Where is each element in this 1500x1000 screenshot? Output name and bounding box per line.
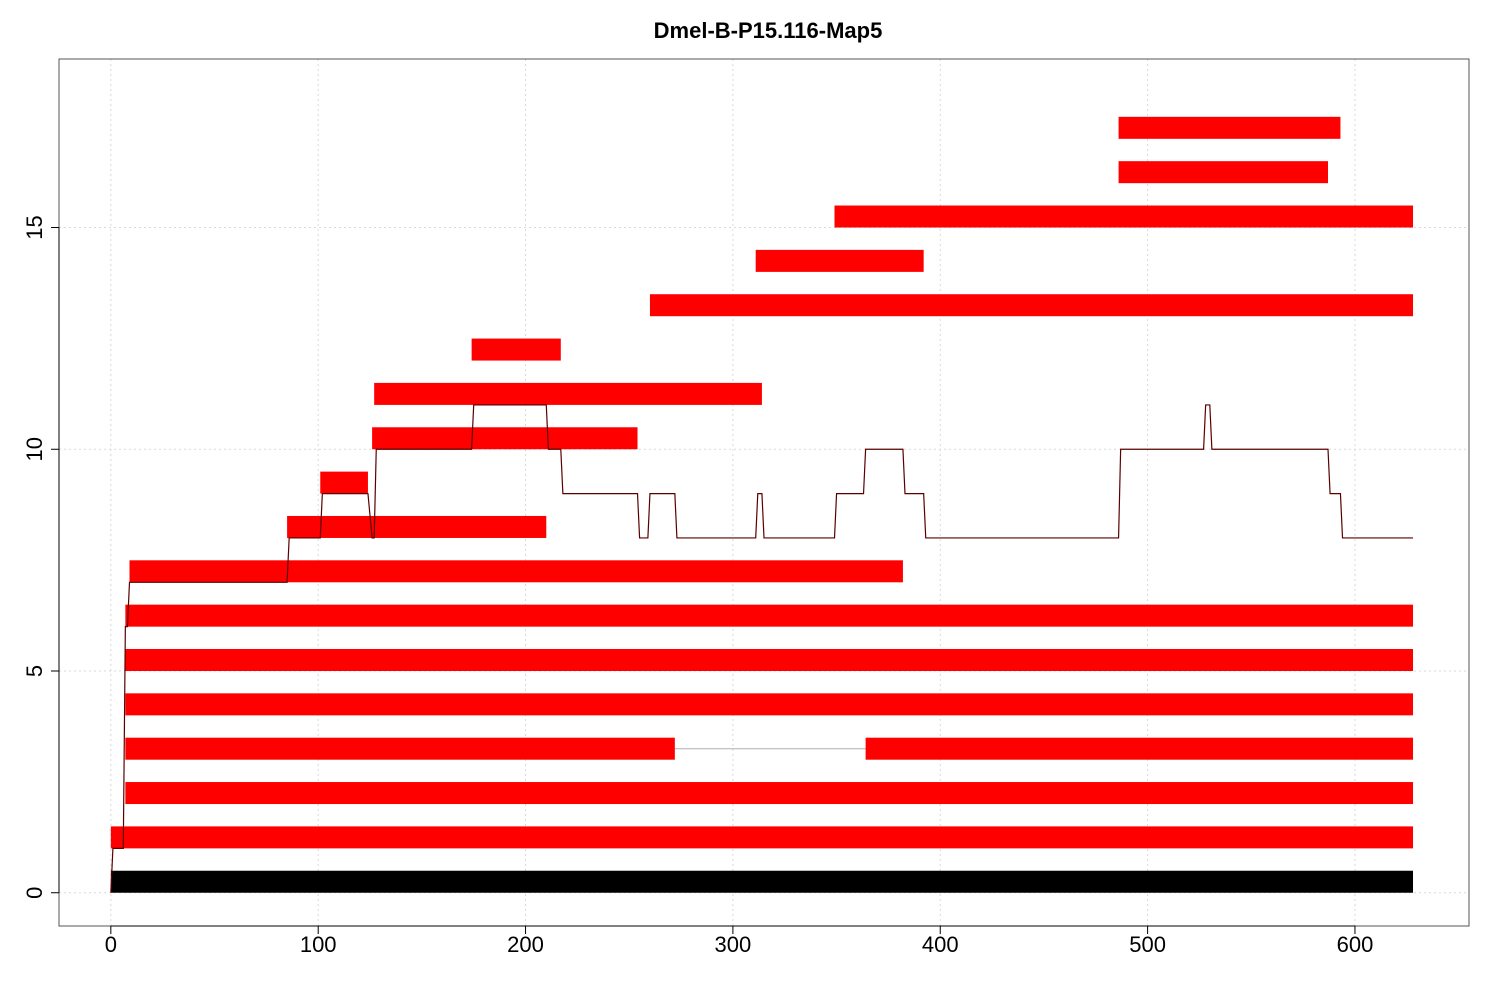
segment-bar (129, 560, 903, 583)
x-tick-label: 400 (922, 932, 959, 957)
segment-bar (865, 737, 1414, 760)
segment-bar (374, 382, 762, 405)
x-tick-label: 0 (105, 932, 117, 957)
y-tick-label: 0 (22, 887, 47, 899)
reference-bar (110, 870, 1414, 893)
segment-bar (372, 427, 638, 450)
y-tick-label: 5 (22, 665, 47, 677)
chart-title: Dmel-B-P15.116-Map5 (654, 18, 883, 43)
y-tick-label: 15 (22, 215, 47, 239)
segment-bar (125, 604, 1414, 627)
x-tick-label: 500 (1129, 932, 1166, 957)
segment-bar (1118, 116, 1341, 139)
x-tick-label: 100 (300, 932, 337, 957)
segment-bar (834, 205, 1414, 228)
segment-bar (320, 471, 368, 494)
segment-bar (110, 826, 1414, 849)
segment-bar (125, 737, 675, 760)
y-tick-label: 10 (22, 437, 47, 461)
axes: 0 100 200 300 400 500 600 0 5 10 15 (22, 215, 1373, 957)
segment-bar (1118, 161, 1328, 184)
segment-bar (471, 338, 561, 361)
coverage-polyline (110, 404, 1414, 893)
segment-bar (649, 294, 1414, 317)
segment-bars (110, 116, 1414, 893)
coverage-line (110, 404, 1414, 893)
segment-bar (287, 515, 547, 538)
x-tick-label: 300 (715, 932, 752, 957)
segment-bar (125, 782, 1414, 805)
x-tick-label: 200 (507, 932, 544, 957)
segment-bar (125, 649, 1414, 671)
x-tick-label: 600 (1337, 932, 1374, 957)
segment-bar (125, 693, 1414, 716)
segment-bar (755, 249, 924, 272)
